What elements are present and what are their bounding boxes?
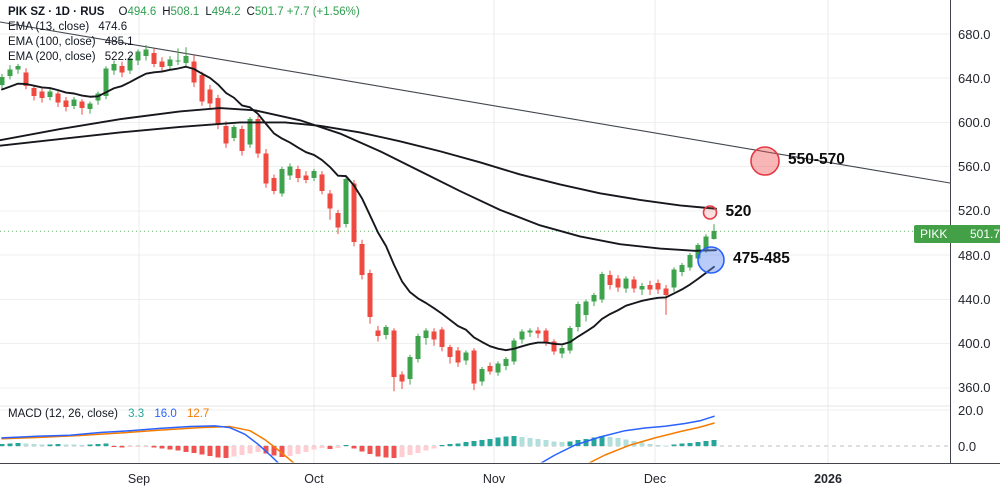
low-value: 494.2 bbox=[211, 6, 241, 18]
ema200-value: 522.2 bbox=[104, 51, 134, 63]
macd-signal-value: 12.7 bbox=[186, 408, 210, 420]
close-value: 501.7 bbox=[254, 6, 284, 18]
close-label: C bbox=[246, 6, 255, 18]
ema13-legend-row[interactable]: EMA (13, close) 474.6 bbox=[8, 20, 360, 35]
zone-circle-550-570[interactable] bbox=[750, 146, 780, 176]
last-price-badge: PIKK 501.7 bbox=[914, 225, 1000, 243]
macd-label: MACD (12, 26, close) bbox=[8, 408, 118, 420]
high-value: 508.1 bbox=[170, 6, 200, 18]
macd-line-value: 16.0 bbox=[154, 408, 177, 420]
high-label: H bbox=[162, 6, 171, 18]
chart-legend: PIK SZ · 1D · RUS O494.6 H508.1 L494.2 C501.… bbox=[8, 5, 360, 65]
macd-pane bbox=[0, 415, 950, 463]
change-value: +7.7 (+1.56%) bbox=[286, 6, 360, 18]
open-value: 494.6 bbox=[127, 6, 157, 18]
badge-symbol: PIKK bbox=[920, 227, 948, 241]
zone-circles-layer[interactable] bbox=[697, 146, 780, 274]
macd-legend-row[interactable]: MACD (12, 26, close) 3.3 16.0 12.7 bbox=[8, 408, 209, 420]
badge-price: 501.7 bbox=[969, 227, 1000, 241]
macd-hist-value: 3.3 bbox=[128, 408, 145, 420]
ema13-value: 474.6 bbox=[98, 21, 128, 33]
symbol-ohlc-row: PIK SZ · 1D · RUS O494.6 H508.1 L494.2 C501.… bbox=[8, 5, 360, 20]
candles-layer bbox=[0, 45, 717, 392]
price-pane bbox=[0, 21, 950, 392]
symbol-title: PIK SZ · 1D · RUS bbox=[8, 6, 105, 18]
ema13-label: EMA (13, close) bbox=[8, 21, 90, 33]
ema100-legend-row[interactable]: EMA (100, close) 485.1 bbox=[8, 35, 360, 50]
open-label: O bbox=[118, 6, 128, 18]
zone-circle-520[interactable] bbox=[702, 205, 718, 220]
axis-lines[interactable] bbox=[0, 0, 1000, 464]
ema100-label: EMA (100, close) bbox=[8, 36, 96, 48]
ema200-legend-row[interactable]: EMA (200, close) 522.2 bbox=[8, 50, 360, 65]
ema100-value: 485.1 bbox=[104, 36, 134, 48]
low-label: L bbox=[205, 6, 212, 18]
ema200-label: EMA (200, close) bbox=[8, 51, 96, 63]
grid-layer bbox=[0, 0, 950, 463]
zone-circle-475-485[interactable] bbox=[697, 246, 725, 274]
